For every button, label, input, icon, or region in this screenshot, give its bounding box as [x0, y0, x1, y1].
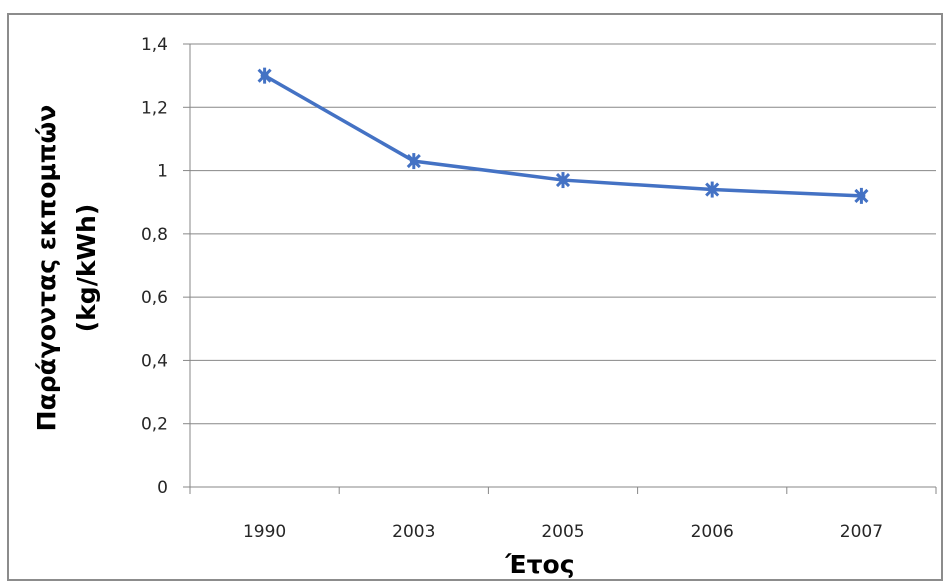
y-tick-label: 0: [157, 478, 168, 498]
axes: [183, 43, 937, 494]
x-tick-label: 2006: [691, 522, 734, 542]
marker-dot: [409, 157, 418, 166]
x-tick-labels: 1990 2003 2005 2006 2007: [243, 522, 883, 542]
data-point: [406, 153, 421, 170]
x-tick-label: 2003: [392, 522, 435, 542]
x-axis-title: Έτος: [504, 550, 574, 579]
marker-dot: [857, 191, 866, 200]
data-point: [854, 187, 869, 204]
y-tick-label: 0,2: [141, 415, 168, 435]
data-point: [705, 181, 720, 198]
y-tick-label: 1: [157, 162, 168, 182]
gridlines: [190, 43, 936, 425]
y-axis-title-line1: Παράγοντας εκπομπών: [32, 105, 61, 432]
y-axis-title-line2: (kg/kWh): [72, 204, 101, 333]
x-tick-label: 2005: [541, 522, 584, 542]
y-tick-label: 0,8: [141, 225, 168, 245]
y-tick-label: 0,6: [141, 288, 168, 308]
marker-dot: [260, 71, 269, 80]
y-tick-label: 1,4: [141, 35, 168, 55]
series: [257, 67, 869, 204]
marker-dot: [559, 176, 567, 185]
x-tick-label: 1990: [243, 522, 286, 542]
y-axis-title: Παράγοντας εκπομπών (kg/kWh): [32, 105, 101, 432]
y-tick-label: 1,2: [141, 98, 168, 118]
y-tick-label: 0,4: [141, 351, 168, 371]
y-tick-labels: 0 0,2 0,4 0,6 0,8 1 1,2 1,4: [141, 35, 168, 498]
data-point: [555, 172, 571, 189]
x-tick-label: 2007: [840, 522, 883, 542]
data-point: [257, 67, 272, 84]
marker-dot: [708, 185, 717, 194]
